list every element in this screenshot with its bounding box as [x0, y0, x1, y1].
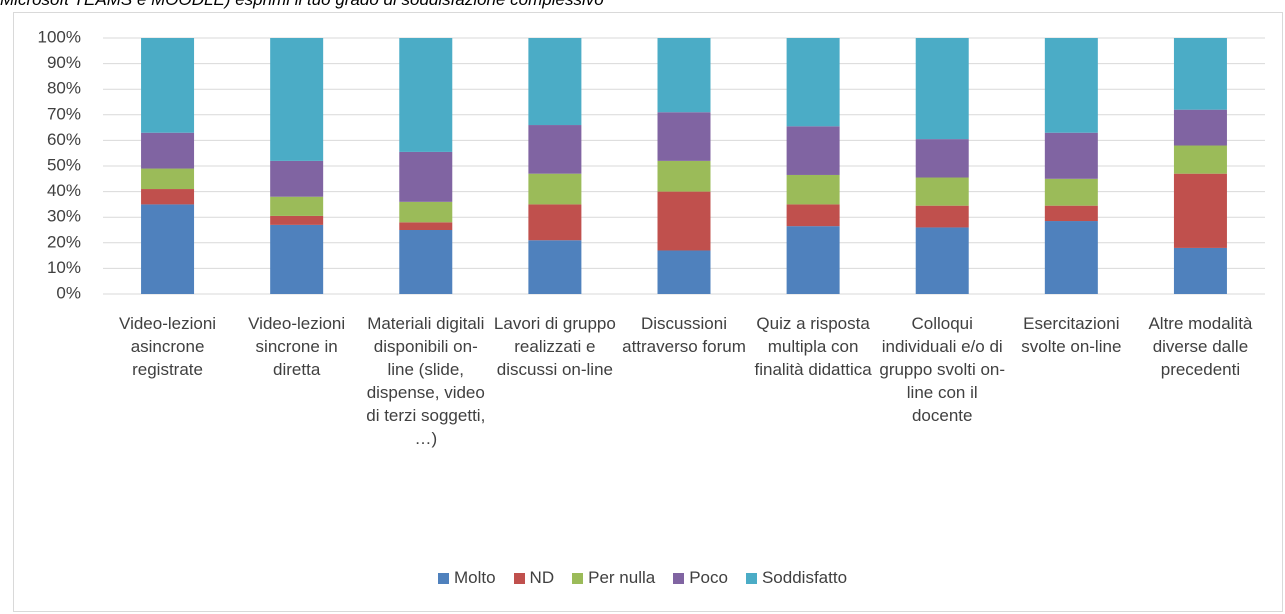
legend-item: ND — [513, 568, 555, 588]
legend-item: Molto — [437, 568, 496, 588]
bar-segment — [270, 224, 324, 294]
bar-segment — [528, 204, 582, 241]
bar-segment — [1173, 38, 1227, 110]
bar-segment — [915, 177, 969, 206]
legend-swatch — [572, 572, 584, 584]
bar-segment — [1173, 173, 1227, 248]
bar-segment — [528, 125, 582, 174]
x-tick-label: Colloqui individuali e/o di gruppo svolt… — [879, 314, 1006, 425]
bar-segment — [1173, 247, 1227, 294]
x-tick-label: Materiali digitali disponibili on-line (… — [366, 314, 486, 448]
y-tick-label: 0% — [56, 283, 81, 302]
bar-segment — [786, 204, 840, 227]
bar-segment — [1044, 221, 1098, 294]
bar-segment — [270, 196, 324, 216]
bar-segment — [141, 189, 195, 205]
y-tick-label: 50% — [47, 155, 81, 174]
bar-segment — [1044, 38, 1098, 133]
bar-segment — [141, 204, 195, 294]
bar-segment — [1044, 178, 1098, 206]
bar-segment — [141, 38, 195, 133]
bar-segment — [657, 250, 711, 294]
bar-segment — [786, 38, 840, 127]
bar-segment — [399, 230, 453, 294]
bar-segment — [915, 205, 969, 228]
legend-label: Per nulla — [588, 568, 656, 587]
legend-swatch — [673, 572, 685, 584]
y-tick-label: 40% — [47, 181, 81, 200]
x-tick-label: Video-lezioni asincrone registrate — [119, 314, 217, 379]
y-tick-label: 10% — [47, 258, 81, 277]
x-tick-label: Quiz a risposta multipla con finalità di… — [754, 314, 872, 379]
bar-segment — [141, 132, 195, 169]
bar-segment — [399, 151, 453, 202]
y-tick-label: 60% — [47, 130, 81, 149]
bar-segment — [528, 38, 582, 126]
bar-segment — [1173, 109, 1227, 146]
bar-segment — [657, 191, 711, 251]
x-tick-label: Altre modalità diverse dalle precedenti — [1148, 314, 1253, 379]
bar-segment — [915, 139, 969, 178]
bar-segment — [657, 112, 711, 161]
bar-segment — [657, 38, 711, 113]
y-tick-label: 20% — [47, 232, 81, 251]
x-tick-label: Discussioni attraverso forum — [622, 314, 746, 356]
bar-segment — [915, 227, 969, 294]
bar-segment — [270, 160, 324, 197]
bar-segment — [528, 173, 582, 205]
legend-swatch — [745, 572, 757, 584]
bar-segment — [915, 38, 969, 140]
y-tick-label: 100% — [38, 27, 81, 46]
legend-swatch — [437, 572, 449, 584]
legend-label: Soddisfatto — [761, 568, 848, 587]
x-tick-label: Video-lezioni sincrone in diretta — [248, 314, 346, 379]
bar-segment — [1173, 145, 1227, 174]
y-tick-label: 90% — [47, 53, 81, 72]
chart-frame — [13, 12, 1283, 612]
y-tick-label: 80% — [47, 79, 81, 98]
bar-segment — [786, 174, 840, 205]
bar-segment — [657, 160, 711, 192]
bar-segment — [399, 201, 453, 223]
bar-segment — [270, 38, 324, 161]
bar-segment — [141, 168, 195, 190]
legend-item: Soddisfatto — [745, 568, 848, 588]
y-tick-label: 30% — [47, 207, 81, 226]
bar-segment — [1044, 132, 1098, 179]
legend-item: Poco — [673, 568, 728, 588]
bar-segment — [1044, 205, 1098, 222]
legend-item: Per nulla — [572, 568, 655, 588]
chart-title: Microsoft TEAMS e MOODLE) esprimi il tuo… — [0, 0, 604, 10]
x-tick-label: Esercitazioni svolte on-line — [1021, 314, 1122, 356]
bar-segment — [528, 240, 582, 294]
bar-segment — [399, 222, 453, 230]
bar-segment — [786, 126, 840, 175]
legend-label: Poco — [689, 568, 728, 587]
legend: Molto ND Per nulla Poco Soddisfatto — [0, 568, 1285, 588]
x-tick-label: Lavori di gruppo realizzati e discussi o… — [493, 314, 616, 379]
legend-label: ND — [529, 568, 555, 587]
y-tick-label: 70% — [47, 104, 81, 123]
bar-segment — [786, 226, 840, 294]
legend-swatch — [513, 572, 525, 584]
legend-label: Molto — [453, 568, 496, 587]
bar-segment — [399, 38, 453, 152]
bar-segment — [270, 215, 324, 225]
